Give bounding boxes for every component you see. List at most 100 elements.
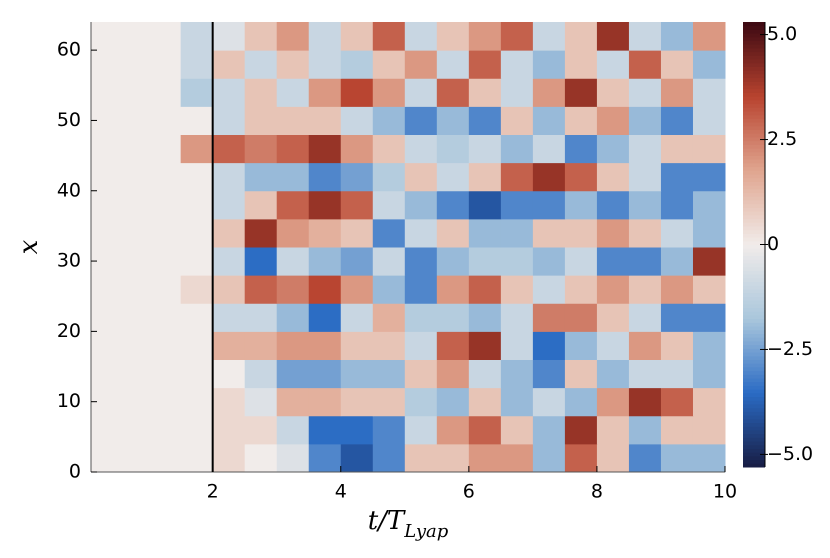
heatmap-cell: [564, 415, 598, 445]
colorbar-swatch: [743, 329, 765, 334]
colorbar-tick-label: 2.5: [767, 128, 797, 150]
heatmap-cell: [468, 190, 502, 220]
heatmap-cell: [692, 78, 726, 107]
colorbar-swatch: [743, 196, 765, 201]
heatmap-cell: [244, 359, 278, 389]
heatmap-cell: [212, 415, 246, 445]
heatmap-cell: [660, 50, 694, 79]
heatmap-cell: [436, 134, 470, 164]
heatmap-cell: [244, 331, 278, 360]
heatmap-cell: [532, 247, 566, 276]
colorbar-swatch: [743, 396, 765, 401]
heatmap-cell: [468, 275, 502, 304]
colorbar-swatch: [743, 359, 765, 364]
heatmap-cell: [596, 275, 630, 304]
heatmap-cell: [180, 303, 214, 332]
heatmap-cell: [372, 162, 406, 192]
heatmap-cell: [500, 50, 534, 79]
heatmap-cell: [212, 106, 246, 135]
heatmap-cell: [532, 162, 566, 192]
heatmap-cell: [340, 190, 374, 220]
heatmap-cell: [404, 134, 438, 164]
y-tick-label: 50: [57, 109, 81, 131]
y-tick-label: 30: [57, 250, 81, 272]
x-label-main: t/T: [368, 506, 406, 536]
heatmap-cell: [91, 443, 118, 473]
heatmap-cell: [244, 415, 278, 445]
heatmap-cell: [436, 359, 470, 389]
heatmap-cell: [596, 443, 630, 473]
heatmap-cell: [692, 134, 726, 164]
heatmap-cell: [212, 275, 246, 304]
colorbar-swatch: [743, 307, 765, 312]
heatmap-cell: [340, 50, 374, 79]
x-label-sub: Lyap: [403, 521, 449, 542]
colorbar-swatch: [743, 33, 765, 38]
colorbar-swatch: [743, 248, 765, 253]
colorbar-swatch: [743, 237, 765, 242]
heatmap-cell: [468, 50, 502, 79]
heatmap-cell: [404, 50, 438, 79]
heatmap-cell: [116, 106, 150, 135]
heatmap-cell: [500, 415, 534, 445]
heatmap-cell: [244, 247, 278, 276]
heatmap-cell: [180, 106, 214, 135]
heatmap-cell: [91, 359, 118, 389]
colorbar-tick-label: −2.5: [767, 338, 813, 360]
heatmap-cell: [91, 50, 118, 79]
heatmap-cell: [372, 303, 406, 332]
heatmap-cell: [91, 218, 118, 248]
heatmap-cell: [404, 303, 438, 332]
colorbar-swatch: [743, 192, 765, 197]
heatmap-cell: [276, 190, 310, 220]
colorbar-swatch: [743, 300, 765, 305]
heatmap-cell: [404, 359, 438, 389]
heatmap-cell: [308, 443, 342, 473]
heatmap-cell: [596, 359, 630, 389]
heatmap-cell: [692, 387, 726, 417]
colorbar-swatch: [743, 70, 765, 75]
heatmap-cell: [276, 443, 310, 473]
heatmap-cell: [660, 443, 694, 473]
heatmap-cell: [244, 218, 278, 248]
colorbar-swatch: [743, 40, 765, 45]
heatmap-cell: [532, 415, 566, 445]
heatmap-cell: [532, 134, 566, 164]
heatmap-cell: [564, 134, 598, 164]
heatmap-cell: [468, 106, 502, 135]
heatmap-cell: [276, 247, 310, 276]
x-tick-label: 4: [335, 481, 347, 503]
heatmap-cell: [148, 247, 182, 276]
heatmap-cell: [340, 134, 374, 164]
heatmap-cell: [500, 275, 534, 304]
colorbar-swatch: [743, 155, 765, 160]
heatmap-cell: [628, 162, 662, 192]
heatmap-cell: [212, 134, 246, 164]
colorbar-swatch: [743, 88, 765, 93]
colorbar-swatch: [743, 289, 765, 294]
colorbar-swatch: [743, 44, 765, 49]
heatmap-cell: [91, 331, 118, 360]
colorbar-swatch: [743, 433, 765, 438]
colorbar-swatch: [743, 114, 765, 119]
heatmap-cell: [244, 162, 278, 192]
heatmap-cell: [308, 247, 342, 276]
heatmap-cell: [276, 359, 310, 389]
heatmap-cell: [628, 78, 662, 107]
heatmap-cell: [212, 162, 246, 192]
colorbar-swatch: [743, 136, 765, 142]
heatmap-cell: [212, 443, 246, 473]
colorbar-swatch: [743, 463, 765, 468]
heatmap-cell: [500, 303, 534, 332]
colorbar-swatch: [743, 99, 765, 105]
colorbar-swatch: [743, 326, 765, 331]
heatmap-cell: [91, 303, 118, 332]
heatmap-cell: [212, 303, 246, 332]
heatmap-cell: [116, 443, 150, 473]
colorbar-swatch: [743, 73, 765, 79]
heatmap-cell: [500, 443, 534, 473]
heatmap-cell: [308, 331, 342, 360]
heatmap-cell: [468, 387, 502, 417]
heatmap-cell: [308, 387, 342, 417]
heatmap-cell: [276, 78, 310, 107]
